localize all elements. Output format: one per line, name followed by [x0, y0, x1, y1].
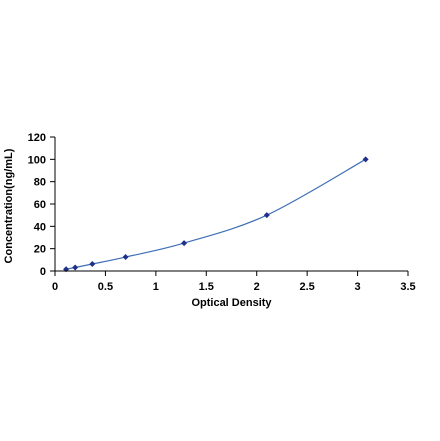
x-tick-label: 1	[153, 281, 159, 293]
data-points	[63, 156, 369, 273]
data-point	[122, 254, 129, 261]
y-tick-label: 20	[34, 244, 46, 256]
y-tick-label: 60	[34, 199, 46, 211]
y-tick-label: 40	[34, 221, 46, 233]
x-axis-title: Optical Density	[191, 297, 272, 309]
y-tick-label: 120	[28, 132, 46, 144]
y-axis-ticks: 0 20 40 60 80 100 120	[28, 132, 55, 278]
x-tick-label: 1.5	[199, 281, 214, 293]
data-point	[72, 264, 79, 271]
x-tick-label: 0	[52, 281, 58, 293]
x-tick-label: 3	[355, 281, 361, 293]
y-tick-label: 80	[34, 177, 46, 189]
x-tick-label: 2.5	[299, 281, 314, 293]
x-tick-label: 0.5	[98, 281, 113, 293]
data-point	[89, 261, 96, 268]
y-tick-label: 0	[40, 266, 46, 278]
data-point	[263, 212, 270, 219]
y-tick-label: 100	[28, 154, 46, 166]
y-axis-title: Concentration(ng/mL)	[3, 148, 15, 263]
data-point	[362, 156, 369, 163]
x-tick-label: 2	[254, 281, 260, 293]
fitted-curve	[65, 158, 366, 270]
x-axis-ticks: 0 0.5 1 1.5 2 2.5 3 3.5	[52, 271, 416, 293]
data-point	[181, 240, 188, 247]
x-tick-label: 3.5	[400, 281, 415, 293]
